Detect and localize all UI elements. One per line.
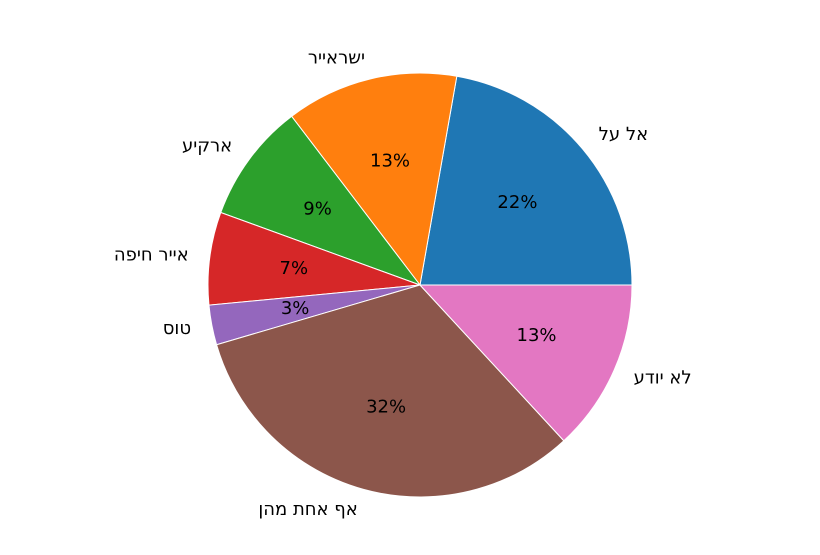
slice-label: אף אחת מהן xyxy=(258,499,358,520)
pie-slice xyxy=(419,75,633,286)
slice-label: ארקיע xyxy=(182,136,232,157)
slice-percent: 32% xyxy=(366,397,406,418)
slice-label: טוס xyxy=(163,318,191,339)
pie-slice xyxy=(418,284,633,442)
slice-percent: 7% xyxy=(280,258,309,279)
slice-percent: 13% xyxy=(370,150,410,171)
slice-percent: 13% xyxy=(517,325,557,346)
slice-label: לא יודע xyxy=(634,367,692,388)
slice-label: אייר חיפה xyxy=(114,244,189,265)
slice-percent: 22% xyxy=(497,192,537,213)
pie-slice xyxy=(215,284,565,498)
slice-label: אל על xyxy=(599,124,648,145)
slice-percent: 9% xyxy=(303,199,332,220)
slice-percent: 3% xyxy=(281,298,310,319)
pie-slice xyxy=(290,72,458,287)
pie-slice xyxy=(220,115,422,287)
slice-label: ישראייר xyxy=(308,47,365,68)
